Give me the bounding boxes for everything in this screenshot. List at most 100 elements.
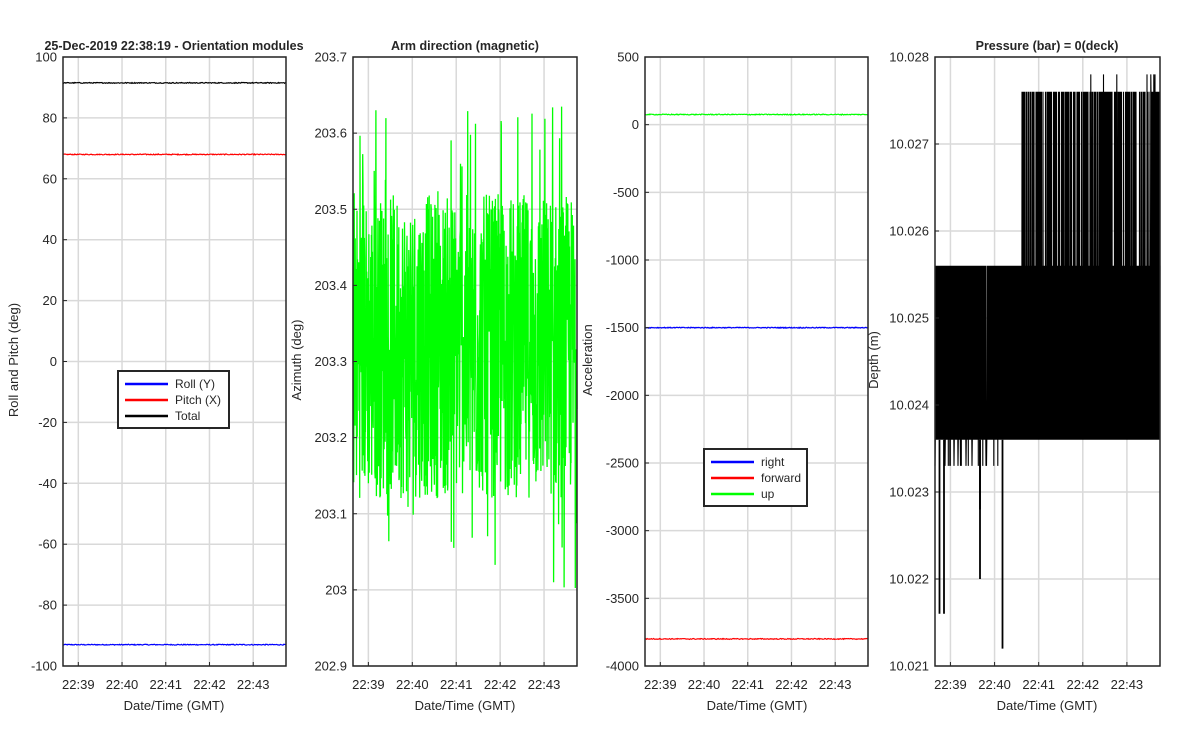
- y-tick-label: -40: [38, 476, 57, 491]
- y-tick-label: -1500: [606, 320, 639, 335]
- legend-entry-label: Pitch (X): [175, 393, 221, 407]
- legend-entry-label: Roll (Y): [175, 377, 215, 391]
- y-tick-label: 10.025: [889, 311, 929, 326]
- legend-entry-label: right: [761, 455, 785, 469]
- series-line-total: [62, 81, 286, 85]
- x-tick-label: 22:40: [396, 677, 429, 692]
- panel2-title: Arm direction (magnetic): [391, 39, 539, 53]
- y-tick-label: 202.9: [314, 659, 347, 674]
- y-tick-label: 203.2: [314, 430, 347, 445]
- x-tick-label: 22:41: [1022, 677, 1055, 692]
- panel1-ylabel: Roll and Pitch (deg): [6, 303, 21, 417]
- y-tick-label: 0: [632, 117, 639, 132]
- x-tick-label: 22:42: [193, 677, 226, 692]
- y-tick-label: 203.7: [314, 50, 347, 65]
- legend-entry-label: Total: [175, 409, 200, 423]
- y-tick-label: -1000: [606, 253, 639, 268]
- x-tick-label: 22:42: [775, 677, 808, 692]
- x-tick-label: 22:41: [731, 677, 764, 692]
- panel1-legend: Roll (Y) Pitch (X) Total: [117, 370, 230, 429]
- panel2-xlabel: Date/Time (GMT): [415, 698, 516, 713]
- x-tick-label: 22:43: [528, 677, 561, 692]
- x-tick-label: 22:41: [149, 677, 182, 692]
- y-tick-label: 203.4: [314, 278, 347, 293]
- y-tick-label: 0: [50, 354, 57, 369]
- y-tick-label: 60: [43, 171, 57, 186]
- y-tick-label: 40: [43, 232, 57, 247]
- panel2-plot: 22:39 22:40 22:41 22:42 22:43 203.7 203.6 203.5…: [314, 50, 578, 692]
- y-tick-label: 100: [35, 50, 57, 65]
- panel4-frame: [934, 56, 1161, 667]
- y-tick-label: 203.3: [314, 354, 347, 369]
- series-line-forward: [644, 637, 869, 641]
- panel1-xlabel: Date/Time (GMT): [124, 698, 225, 713]
- series-line-up: [644, 113, 869, 116]
- y-tick-label: -80: [38, 598, 57, 613]
- depth-series-line: [934, 74, 1161, 466]
- panel-orientation: 25-Dec-2019 22:38:19 - Orientation modul…: [6, 39, 304, 713]
- x-tick-label: 22:43: [1111, 677, 1144, 692]
- x-tick-label: 22:42: [1067, 677, 1100, 692]
- y-tick-label: 203.1: [314, 506, 347, 521]
- panel2-ylabel: Azimuth (deg): [289, 320, 304, 401]
- series-line-roll-y-: [62, 643, 287, 646]
- y-tick-label: -60: [38, 537, 57, 552]
- plot-layer: 22:39 22:40 22:41 22:42 22:43 100 80 60 40 20 0 -20…: [31, 50, 1161, 692]
- panel1-title: 25-Dec-2019 22:38:19 - Orientation modul…: [44, 39, 303, 53]
- x-tick-label: 22:39: [62, 677, 95, 692]
- panel3-xlabel: Date/Time (GMT): [707, 698, 808, 713]
- panel4-title: Pressure (bar) = 0(deck): [976, 39, 1119, 53]
- y-tick-label: 20: [43, 293, 57, 308]
- y-tick-label: 10.024: [889, 398, 929, 413]
- y-tick-label: -3000: [606, 523, 639, 538]
- y-tick-label: -100: [31, 659, 57, 674]
- y-tick-label: -4000: [606, 659, 639, 674]
- x-tick-label: 22:40: [688, 677, 721, 692]
- y-tick-label: 203.6: [314, 126, 347, 141]
- y-tick-label: -2500: [606, 456, 639, 471]
- y-tick-label: -20: [38, 415, 57, 430]
- y-tick-label: 203: [325, 582, 347, 597]
- x-tick-label: 22:40: [978, 677, 1011, 692]
- panel-acceleration: Date/Time (GMT) Acceleration: [580, 324, 807, 713]
- y-tick-label: 203.5: [314, 202, 347, 217]
- legend-entry-label: forward: [761, 471, 801, 485]
- y-tick-label: 80: [43, 110, 57, 125]
- panel1-plot: 22:39 22:40 22:41 22:42 22:43 100 80 60 40 20 0 -20…: [31, 50, 287, 692]
- y-tick-label: 10.021: [889, 659, 929, 674]
- legend-entry-label: up: [761, 487, 775, 501]
- y-tick-label: -2000: [606, 388, 639, 403]
- x-tick-label: 22:39: [352, 677, 385, 692]
- x-tick-label: 22:39: [934, 677, 967, 692]
- x-tick-label: 22:41: [440, 677, 473, 692]
- y-tick-label: 10.026: [889, 224, 929, 239]
- azimuth-series-line: [352, 106, 578, 589]
- panel3-frame: [644, 56, 869, 667]
- y-tick-label: -3500: [606, 591, 639, 606]
- panel1-series: [62, 81, 287, 646]
- panel4-ylabel: Depth (m): [866, 331, 881, 389]
- panel4-plot: 22:39 22:40 22:41 22:42 22:43 10.028 10.027 10.…: [889, 50, 1161, 692]
- y-tick-label: 10.023: [889, 485, 929, 500]
- y-tick-label: -500: [613, 185, 639, 200]
- panel-pressure: Pressure (bar) = 0(deck) Date/Time (GMT)…: [866, 39, 1118, 713]
- panel4-xlabel: Date/Time (GMT): [997, 698, 1098, 713]
- panel3-series: [644, 113, 869, 641]
- x-tick-label: 22:42: [484, 677, 517, 692]
- panel3-legend: right forward up: [703, 448, 808, 507]
- panel3-plot-area: [645, 57, 868, 666]
- y-tick-label: 10.028: [889, 50, 929, 65]
- y-tick-label: 10.022: [889, 572, 929, 587]
- y-tick-label: 500: [617, 50, 639, 65]
- x-tick-label: 22:43: [237, 677, 270, 692]
- panel-arm-direction: Arm direction (magnetic) Date/Time (GMT)…: [289, 39, 539, 713]
- series-line-pitch-x-: [63, 153, 287, 156]
- x-tick-label: 22:43: [819, 677, 852, 692]
- panel4-series: [934, 74, 1161, 649]
- x-tick-label: 22:40: [106, 677, 139, 692]
- panel3-ylabel: Acceleration: [580, 324, 595, 396]
- x-tick-label: 22:39: [644, 677, 677, 692]
- series-line-right: [644, 326, 869, 330]
- y-tick-label: 10.027: [889, 137, 929, 152]
